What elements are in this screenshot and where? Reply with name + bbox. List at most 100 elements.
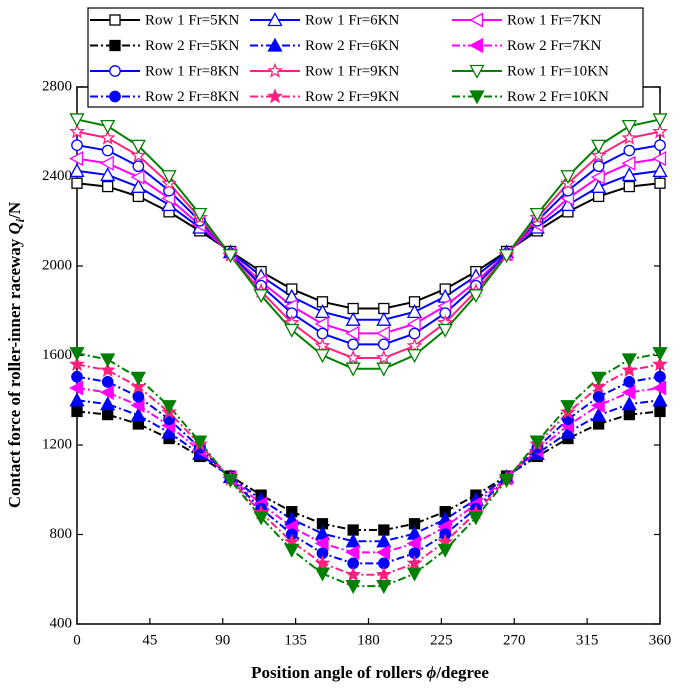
marker [591,139,607,154]
marker [406,555,423,571]
y-tick-label: 800 [50,526,73,542]
marker [621,155,636,171]
marker [71,370,83,383]
marker [314,535,329,552]
marker [99,155,114,171]
series-line [76,386,661,554]
marker [529,207,545,222]
marker [406,535,421,552]
y-label-symbol: Q [5,222,24,234]
marker [406,316,421,332]
marker [621,129,638,145]
legend-label: Row 2 Fr=7KN [507,38,601,54]
marker [99,129,116,145]
marker [652,113,668,128]
marker [314,316,329,332]
marker [69,151,84,167]
x-axis-label: Position angle of rollers ϕ/degree [251,663,489,682]
legend-marker [109,39,121,52]
legend-label: Row 2 Fr=10KN [507,89,609,105]
marker [592,390,605,403]
marker [130,378,147,394]
marker [560,424,576,439]
marker [654,177,666,189]
marker [376,580,392,595]
marker [406,304,423,319]
y-axis-label: Contact force of roller-inner raceway Qi… [5,201,27,508]
marker [314,337,331,353]
marker [100,120,116,135]
marker [130,178,146,193]
series-line [76,130,661,359]
legend-box [87,7,644,108]
series-line [76,363,661,576]
marker [345,362,361,377]
marker [253,289,269,304]
legend-marker [267,62,283,78]
marker [406,525,423,540]
marker [284,323,300,338]
marker [468,289,484,304]
marker [621,120,637,135]
marker [345,349,362,365]
marker [345,544,360,560]
marker [652,356,668,372]
marker [654,370,666,383]
marker [314,304,331,319]
marker [652,123,668,139]
marker [560,170,576,185]
marker [654,405,666,418]
marker [69,113,85,128]
marker [100,167,116,182]
marker [621,353,637,368]
legend-marker [109,14,121,26]
marker [621,396,637,411]
legend-marker [469,90,485,105]
marker [623,144,636,157]
marker [69,123,85,139]
marker [253,511,269,526]
legend-label: Row 1 Fr=5KN [145,12,239,28]
marker [132,160,145,173]
marker [314,567,331,582]
marker [69,356,85,372]
x-label-symbol: ϕ [426,663,436,682]
series-line [76,157,661,335]
marker [192,207,208,222]
marker [192,435,208,450]
marker [161,170,177,185]
marker [69,380,84,396]
marker [498,473,515,488]
legend-label: Row 1 Fr=9KN [305,63,399,79]
marker [69,163,85,178]
marker [345,533,361,548]
legend-label: Row 2 Fr=8KN [145,89,239,105]
marker [376,311,392,326]
marker [652,151,667,167]
marker [590,169,605,185]
legend-label: Row 1 Fr=8KN [145,63,239,79]
marker [345,580,361,595]
y-label-unit: /N [5,201,24,220]
marker [161,424,177,439]
y-tick-label: 1200 [42,436,72,452]
legend-label: Row 1 Fr=7KN [507,12,601,28]
plot-frame [76,86,661,625]
x-tick-label: 315 [576,632,599,648]
series-line [76,352,661,588]
marker [314,525,331,540]
marker [406,337,423,353]
marker [102,408,114,421]
y-tick-label: 2400 [42,168,72,184]
marker [621,361,638,377]
x-tick-label: 180 [357,632,380,648]
marker [100,353,116,368]
y-tick-label: 400 [50,615,73,631]
series-line [76,375,661,565]
legend-marker [109,65,121,77]
marker [560,400,576,415]
legend-label: Row 2 Fr=6KN [305,38,399,54]
marker [130,147,147,163]
legend-marker [109,90,121,103]
